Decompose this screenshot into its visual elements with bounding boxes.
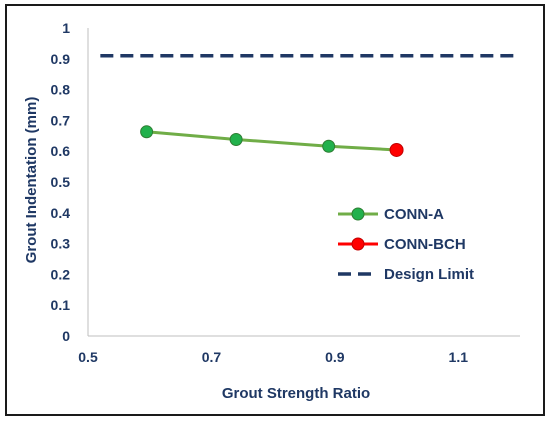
conn-bch-point <box>389 142 404 157</box>
x-tick-label: 0.7 <box>202 349 222 365</box>
x-tick-labels: 0.5 0.7 0.9 1.1 <box>78 349 468 365</box>
y-tick-label: 0.3 <box>51 236 71 252</box>
axes-layer <box>87 28 520 337</box>
x-axis-title: Grout Strength Ratio <box>222 385 370 402</box>
x-tick-label: 0.5 <box>78 349 98 365</box>
conn-a-point <box>229 132 243 146</box>
y-axis-title: Grout Indentation (mm) <box>23 97 40 264</box>
y-tick-label: 0.5 <box>51 174 71 190</box>
legend-label-conn-bch: CONN-BCH <box>384 236 466 253</box>
conn-a-point <box>140 125 154 139</box>
legend-label-design-limit: Design Limit <box>384 266 474 283</box>
legend: CONN-A CONN-BCH Design Limit <box>338 206 474 283</box>
y-tick-label: 0.8 <box>51 82 71 98</box>
y-tick-label: 0.6 <box>51 143 71 159</box>
y-tick-label: 0.7 <box>51 112 71 128</box>
y-tick-labels: 0 0.1 0.2 0.3 0.4 0.5 0.6 0.7 0.8 0.9 1 <box>51 20 71 344</box>
y-tick-label: 1 <box>62 20 70 36</box>
y-tick-label: 0.4 <box>51 205 71 221</box>
x-tick-label: 0.9 <box>325 349 345 365</box>
y-tick-label: 0 <box>62 328 70 344</box>
conn-a-point <box>322 139 336 153</box>
y-tick-label: 0.1 <box>51 297 71 313</box>
series-layer <box>100 53 520 157</box>
legend-label-conn-a: CONN-A <box>384 206 444 223</box>
chart-frame <box>5 4 545 416</box>
y-tick-label: 0.2 <box>51 266 71 282</box>
x-tick-label: 1.1 <box>449 349 469 365</box>
y-tick-label: 0.9 <box>51 51 71 67</box>
conn-a-line <box>146 130 397 152</box>
legend-marker-conn-bch <box>351 237 365 251</box>
legend-marker-conn-a <box>351 207 365 221</box>
